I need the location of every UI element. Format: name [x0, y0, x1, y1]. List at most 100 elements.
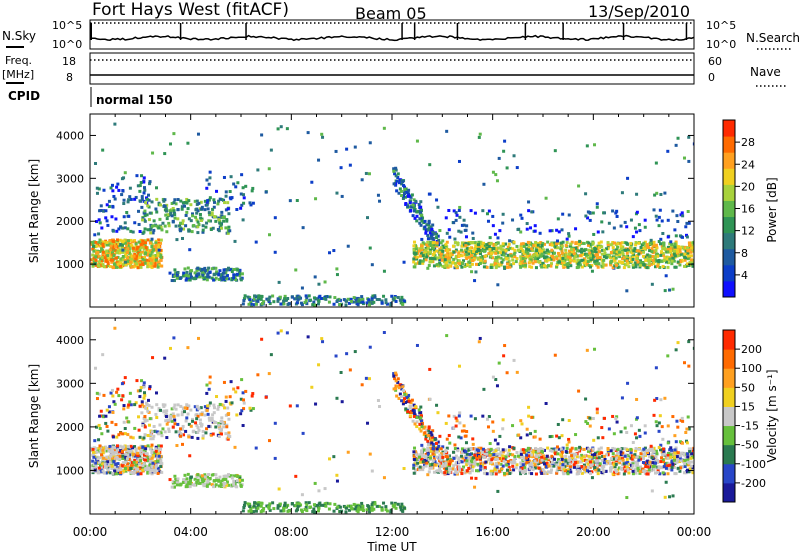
- power-cell: [597, 250, 601, 254]
- velocity-cell: [242, 505, 246, 509]
- velocity-cell: [433, 437, 437, 441]
- power-cell: [99, 259, 103, 263]
- power-cell: [525, 254, 529, 258]
- power-cell: [459, 248, 463, 252]
- power-cell: [185, 197, 189, 201]
- power-cell: [311, 303, 315, 307]
- power-cell: [465, 257, 469, 261]
- velocity-cell: [242, 401, 246, 405]
- power-cell: [360, 295, 364, 299]
- velocity-cell: [415, 415, 419, 419]
- velocity-cell: [162, 405, 166, 409]
- power-cell: [185, 270, 189, 274]
- velocity-cell: [428, 367, 432, 371]
- velocity-cell: [242, 503, 246, 507]
- power-cell: [154, 258, 158, 262]
- power-cell: [303, 301, 307, 305]
- velocity-cell: [634, 417, 638, 421]
- power-cell: [332, 302, 336, 306]
- power-cell: [647, 263, 651, 267]
- velocity-cell: [539, 447, 543, 451]
- power-cell: [148, 180, 152, 184]
- power-cell: [220, 210, 224, 214]
- power-cell: [91, 253, 95, 257]
- velocity-cell: [399, 395, 403, 399]
- power-cell: [610, 259, 614, 263]
- power-cell: [432, 264, 436, 268]
- velocity-cell: [207, 403, 211, 407]
- velocity-cell: [143, 419, 147, 423]
- power-cell: [203, 270, 207, 274]
- velocity-cell: [212, 411, 216, 415]
- velocity-cell: [164, 412, 168, 416]
- power-cell: [464, 255, 468, 259]
- power-cell: [212, 200, 216, 204]
- power-cell: [638, 261, 642, 265]
- power-cell: [123, 246, 127, 250]
- power-cell: [620, 241, 624, 245]
- power-cell: [126, 227, 130, 231]
- power-cell: [540, 243, 544, 247]
- power-cell: [426, 228, 430, 232]
- velocity-cell: [246, 502, 250, 506]
- velocity-cell: [242, 398, 246, 402]
- power-cell: [196, 266, 200, 270]
- velocity-cell: [146, 409, 150, 413]
- power-cell: [431, 241, 435, 245]
- velocity-cell: [595, 466, 599, 470]
- velocity-cell: [439, 464, 443, 468]
- power-cell: [672, 252, 676, 256]
- power-cell: [199, 218, 203, 222]
- power-cell: [184, 213, 188, 217]
- velocity-cell: [101, 353, 105, 357]
- velocity-cell: [227, 473, 231, 477]
- power-cell: [632, 249, 636, 253]
- velocity-cell: [659, 398, 663, 402]
- power-cell: [577, 249, 581, 253]
- velocity-cell: [305, 509, 309, 513]
- velocity-cell: [611, 446, 615, 450]
- power-cell: [500, 252, 504, 256]
- power-cell: [145, 197, 149, 201]
- power-cell: [99, 257, 103, 261]
- power-cell: [597, 241, 601, 245]
- velocity-cell: [185, 403, 189, 407]
- velocity-cell: [461, 456, 465, 460]
- power-cell: [138, 184, 142, 188]
- velocity-cell: [106, 468, 110, 472]
- power-cell: [457, 208, 461, 212]
- velocity-cell: [191, 483, 195, 487]
- power-cell: [686, 252, 690, 256]
- velocity-cell: [123, 466, 127, 470]
- velocity-cell: [661, 437, 665, 441]
- power-cell: [99, 204, 103, 208]
- cpid-value: normal 150: [96, 93, 173, 107]
- velocity-cell: [474, 476, 478, 480]
- power-cell: [465, 262, 469, 266]
- power-cell: [676, 136, 680, 140]
- power-cell: [686, 257, 690, 261]
- power-cell: [642, 263, 646, 267]
- velocity-cell: [447, 454, 451, 458]
- power-cell: [448, 253, 452, 257]
- velocity-cell: [146, 471, 150, 475]
- power-cell: [156, 250, 160, 254]
- power-cell: [121, 258, 125, 262]
- power-cell: [151, 255, 155, 259]
- power-cell: [140, 195, 144, 199]
- power-cell: [93, 233, 97, 237]
- velocity-cell: [360, 501, 364, 505]
- power-cell: [635, 230, 639, 234]
- power-cell: [682, 264, 686, 268]
- velocity-cell: [323, 487, 327, 491]
- velocity-cell: [175, 483, 179, 487]
- velocity-cell: [418, 453, 422, 457]
- velocity-cell: [151, 465, 155, 469]
- power-cell: [228, 190, 232, 194]
- power-cell: [98, 264, 102, 268]
- velocity-cell: [682, 453, 686, 457]
- power-cell: [435, 198, 439, 202]
- power-cell: [156, 241, 160, 245]
- power-cell: [420, 246, 424, 250]
- velocity-cell: [438, 434, 442, 438]
